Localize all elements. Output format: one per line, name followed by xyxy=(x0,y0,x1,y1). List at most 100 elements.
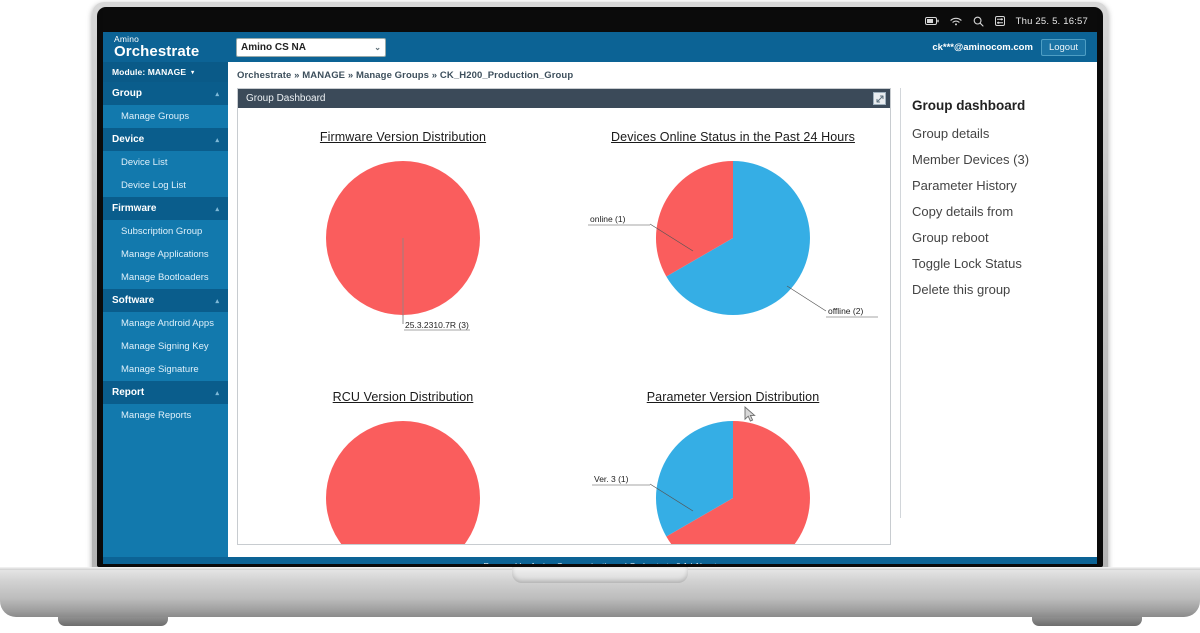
sidebar-section-report[interactable]: Report ▴ xyxy=(103,381,228,404)
laptop-trackpad-notch xyxy=(512,567,688,583)
callout-leader-ver3 xyxy=(649,483,694,512)
brand-line-2: Orchestrate xyxy=(114,43,200,61)
dashboard-panel-column: Group Dashboard Firmware Version Distrib xyxy=(228,88,891,545)
chart-parameter-version-distribution: Parameter Version Distribution V xyxy=(568,368,890,544)
chevron-up-icon: ▴ xyxy=(215,297,219,305)
chart-firmware-version-distribution: Firmware Version Distribution 25.3.2310.… xyxy=(238,108,568,368)
sidebar-section-group[interactable]: Group ▴ xyxy=(103,82,228,105)
panel-body: Firmware Version Distribution 25.3.2310.… xyxy=(238,108,890,544)
rightnav-item-copy-details-from[interactable]: Copy details from xyxy=(912,204,1014,219)
chart-title: Firmware Version Distribution xyxy=(319,130,487,144)
mouse-cursor-icon xyxy=(744,406,757,428)
chevron-down-icon: ▾ xyxy=(191,69,195,76)
group-actions-nav: Group dashboard Group details Member Dev… xyxy=(900,88,1097,518)
pie-container xyxy=(238,416,568,544)
laptop-foot-left xyxy=(58,617,168,626)
panel-header: Group Dashboard xyxy=(238,89,890,108)
account-select-value: Amino CS NA xyxy=(241,41,306,53)
callout-leader-online xyxy=(649,223,694,252)
pie-svg-4: Ver. 3 (1) xyxy=(592,421,810,544)
sidebar-item-manage-signature[interactable]: Manage Signature xyxy=(121,364,199,375)
chart-devices-online-status: Devices Online Status in the Past 24 Hou… xyxy=(568,108,890,368)
chevron-down-icon: ⌄ xyxy=(374,42,381,52)
sidebar-nav: Module: MANAGE ▾ Group ▴ Manage Groups D… xyxy=(103,62,228,557)
sidebar-module-label: Module: MANAGE xyxy=(112,67,187,77)
sidebar-section-firmware[interactable]: Firmware ▴ xyxy=(103,197,228,220)
sidebar-item-subscription-group[interactable]: Subscription Group xyxy=(121,226,203,237)
account-email: ck***@aminocom.com xyxy=(932,41,1033,53)
callout-leader-offline xyxy=(786,285,827,312)
sidebar-item-device-log-list[interactable]: Device Log List xyxy=(121,180,186,191)
battery-icon xyxy=(924,17,939,25)
chevron-up-icon: ▴ xyxy=(215,90,219,98)
chevron-up-icon: ▴ xyxy=(215,205,219,213)
sidebar-item-manage-groups[interactable]: Manage Groups xyxy=(121,111,190,122)
pie-slice-online[interactable] xyxy=(655,161,733,277)
rightnav-item-member-devices[interactable]: Member Devices (3) xyxy=(912,152,1030,167)
pie-svg-1: 25.3.2310.7R (3) xyxy=(326,161,480,331)
sidebar-section-device[interactable]: Device ▴ xyxy=(103,128,228,151)
dashboard-row: Group Dashboard Firmware Version Distrib xyxy=(228,88,1097,545)
pie-label-ver3: Ver. 3 (1) xyxy=(594,474,629,484)
pie-label-offline: offline (2) xyxy=(828,306,863,316)
chart-title: Devices Online Status in the Past 24 Hou… xyxy=(611,130,855,144)
pie-svg-2: online (1) offline (2) xyxy=(588,161,878,318)
account-select[interactable]: Amino CS NA ⌄ xyxy=(236,37,386,57)
rightnav-item-delete-this-group[interactable]: Delete this group xyxy=(912,282,1011,297)
app-footer: Powered by Amino Communications. | Orche… xyxy=(103,557,1097,564)
expand-icon[interactable] xyxy=(873,92,886,105)
pie-container: online (1) offline (2) xyxy=(568,156,890,351)
macos-menu-bar: Thu 25. 5. 16:57 xyxy=(103,10,1097,32)
sidebar-item-manage-reports[interactable]: Manage Reports xyxy=(121,410,192,421)
sidebar-module-selector[interactable]: Module: MANAGE ▾ xyxy=(103,62,228,82)
group-dashboard-panel: Group Dashboard Firmware Version Distrib xyxy=(237,88,891,545)
laptop-foot-right xyxy=(1032,617,1142,626)
sidebar-section-label: Device xyxy=(112,134,145,145)
chevron-up-icon: ▴ xyxy=(215,389,219,397)
sidebar-item-manage-bootloaders[interactable]: Manage Bootloaders xyxy=(121,272,209,283)
chart-rcu-version-distribution: RCU Version Distribution xyxy=(238,368,568,544)
sidebar-section-label: Software xyxy=(112,295,155,306)
menu-bar-clock[interactable]: Thu 25. 5. 16:57 xyxy=(1015,15,1088,27)
pie-slice-ver3[interactable] xyxy=(655,421,733,537)
rightnav-item-toggle-lock-status[interactable]: Toggle Lock Status xyxy=(912,256,1022,271)
sidebar-item-manage-android-apps[interactable]: Manage Android Apps xyxy=(121,318,214,329)
wifi-icon[interactable] xyxy=(950,17,962,26)
logout-button[interactable]: Logout xyxy=(1040,38,1086,56)
chart-title: RCU Version Distribution xyxy=(332,390,474,404)
rightnav-title: Group dashboard xyxy=(912,98,1026,113)
control-center-icon[interactable] xyxy=(994,16,1005,26)
sidebar-section-label: Firmware xyxy=(112,203,157,214)
pie-container: Ver. 3 (1) xyxy=(568,416,890,544)
pie-slice-0[interactable] xyxy=(326,421,480,544)
chart-title: Parameter Version Distribution xyxy=(646,390,820,404)
pie-slice-offline[interactable] xyxy=(666,161,810,315)
pie-slice-other[interactable] xyxy=(666,421,810,544)
charts-grid: Firmware Version Distribution 25.3.2310.… xyxy=(238,108,890,544)
account-select-wrapper: Amino CS NA ⌄ xyxy=(236,37,386,57)
browser-screen: Amino Orchestrate Amino CS NA ⌄ ck***@am… xyxy=(103,32,1097,564)
pie-label-online: online (1) xyxy=(590,214,626,224)
app-header: Amino Orchestrate Amino CS NA ⌄ ck***@am… xyxy=(103,32,1097,62)
sidebar-item-manage-signing-key[interactable]: Manage Signing Key xyxy=(121,341,209,352)
sidebar-section-label: Report xyxy=(112,387,145,398)
brand-line-1: Amino xyxy=(114,33,140,44)
rightnav-item-parameter-history[interactable]: Parameter History xyxy=(912,178,1017,193)
header-account-area: ck***@aminocom.com Logout xyxy=(932,38,1097,56)
search-icon[interactable] xyxy=(973,16,984,27)
pie-label-0: 25.3.2310.7R (3) xyxy=(405,320,469,330)
pie-svg-3 xyxy=(326,421,480,544)
sidebar-section-label: Group xyxy=(112,88,142,99)
sidebar-item-device-list[interactable]: Device List xyxy=(121,157,168,168)
rightnav-item-group-details[interactable]: Group details xyxy=(912,126,990,141)
breadcrumb: Orchestrate » MANAGE » Manage Groups » C… xyxy=(237,70,574,81)
sidebar-section-software[interactable]: Software ▴ xyxy=(103,289,228,312)
sidebar-item-manage-applications[interactable]: Manage Applications xyxy=(121,249,209,260)
main-content: Orchestrate » MANAGE » Manage Groups » C… xyxy=(228,62,1097,557)
orchestrate-app: Amino Orchestrate Amino CS NA ⌄ ck***@am… xyxy=(103,32,1097,564)
panel-title: Group Dashboard xyxy=(246,93,326,104)
pie-container: 25.3.2310.7R (3) xyxy=(238,156,568,351)
brand-logo[interactable]: Amino Orchestrate xyxy=(103,35,228,60)
rightnav-item-group-reboot[interactable]: Group reboot xyxy=(912,230,989,245)
